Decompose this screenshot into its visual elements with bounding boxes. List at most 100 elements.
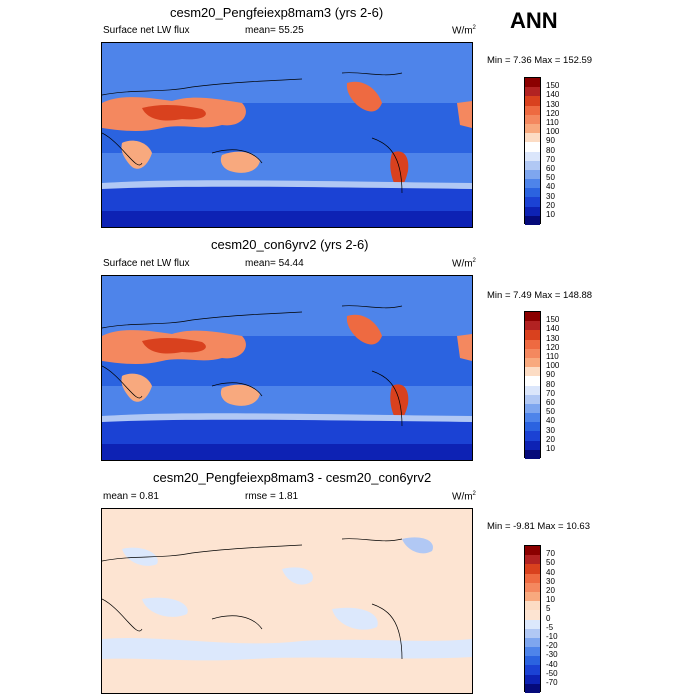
colorbar-tick-label: 100 bbox=[546, 361, 560, 371]
colorbar-swatch bbox=[525, 449, 540, 459]
colorbar-swatch bbox=[525, 394, 540, 404]
colorbar-tick-label: 70 bbox=[546, 549, 555, 559]
colorbar-swatch bbox=[525, 169, 540, 180]
colorbar-tick-label: 110 bbox=[546, 352, 559, 361]
colorbar-swatch bbox=[525, 674, 540, 684]
panel2-variable-label: Surface net LW flux bbox=[103, 258, 190, 269]
colorbar-swatch bbox=[525, 105, 540, 115]
panel2-colorbar: 150 140 130 120 110 100 90 80 70 60 50 40 30 20 10 bbox=[524, 311, 559, 459]
colorbar-tick-label: 30 bbox=[546, 576, 555, 586]
colorbar-tick-label: 140 bbox=[546, 324, 560, 334]
colorbar-tick-label: 90 bbox=[546, 136, 555, 146]
colorbar-tick-label: 50 bbox=[546, 407, 555, 417]
colorbar-tick-label: -40 bbox=[546, 659, 558, 669]
colorbar-swatch bbox=[525, 348, 540, 358]
colorbar-swatch bbox=[525, 573, 540, 583]
colorbar-tick-label: 20 bbox=[546, 586, 555, 595]
colorbar-swatch bbox=[525, 546, 540, 556]
colorbar-tick-label: 100 bbox=[546, 127, 560, 137]
colorbar-tick-label: 80 bbox=[546, 145, 555, 155]
colorbar-swatch bbox=[525, 133, 540, 143]
colorbar-swatch bbox=[525, 142, 540, 152]
colorbar-tick-label: 140 bbox=[546, 90, 560, 100]
colorbar-tick-label: 5 bbox=[546, 604, 551, 614]
colorbar-swatch bbox=[525, 206, 540, 216]
colorbar-tick-label: -30 bbox=[546, 650, 558, 660]
panel2-title: cesm20_con6yrv2 (yrs 2-6) bbox=[211, 237, 369, 252]
colorbar-tick-label: 120 bbox=[546, 108, 560, 118]
colorbar-swatch bbox=[525, 78, 540, 88]
panel1-title: cesm20_Pengfeiexp8mam3 (yrs 2-6) bbox=[170, 5, 384, 20]
panel1-map-svg bbox=[102, 43, 472, 227]
colorbar-swatch bbox=[525, 123, 540, 134]
colorbar-swatch bbox=[525, 647, 540, 657]
colorbar-tick-label: 30 bbox=[546, 425, 555, 435]
colorbar-swatch bbox=[525, 431, 540, 441]
colorbar-swatch bbox=[525, 422, 540, 432]
colorbar-swatch bbox=[525, 683, 540, 693]
colorbar-tick-label: -70 bbox=[546, 678, 558, 687]
colorbar-tick-label: 110 bbox=[546, 118, 559, 127]
colorbar-swatch bbox=[525, 87, 540, 97]
panel2-units: W/m2 bbox=[452, 258, 476, 270]
colorbar-tick-label: 10 bbox=[546, 210, 555, 219]
colorbar-swatch bbox=[525, 151, 540, 161]
colorbar-swatch bbox=[525, 312, 540, 322]
colorbar-tick-label: 80 bbox=[546, 379, 555, 389]
colorbar-swatch bbox=[525, 96, 540, 106]
colorbar-tick-label: 90 bbox=[546, 370, 555, 380]
panel2-map-svg bbox=[102, 276, 472, 460]
colorbar-swatch bbox=[525, 385, 540, 395]
colorbar-swatch bbox=[525, 197, 540, 207]
colorbar-swatch bbox=[525, 601, 540, 611]
colorbar-tick-label: 120 bbox=[546, 342, 560, 352]
colorbar-swatch bbox=[525, 619, 540, 629]
colorbar-swatch bbox=[525, 339, 540, 349]
colorbar-swatch bbox=[525, 413, 540, 423]
panel3-colorbar: 70 50 40 30 20 10 5 0 -5 -10 -20 -30 -40 -50 -70 bbox=[524, 545, 558, 693]
season-label: ANN bbox=[510, 8, 558, 33]
colorbar-swatch bbox=[525, 610, 540, 620]
panel3-rmse-label: rmse = 1.81 bbox=[245, 491, 299, 502]
colorbar-swatch bbox=[525, 357, 540, 368]
colorbar-tick-label: 40 bbox=[546, 182, 555, 192]
panel1-map bbox=[101, 42, 473, 228]
colorbar-tick-label: -5 bbox=[546, 622, 554, 632]
colorbar-swatch bbox=[525, 114, 540, 124]
colorbar-tick-label: 20 bbox=[546, 200, 555, 210]
colorbar-swatch bbox=[525, 376, 540, 386]
colorbar-swatch bbox=[525, 367, 540, 377]
panel1-colorbar: 150 140 130 120 110 100 90 80 70 60 50 40 30 20 10 bbox=[524, 77, 559, 225]
colorbar-tick-label: 50 bbox=[546, 558, 555, 568]
colorbar-swatch bbox=[525, 555, 540, 565]
panel1-variable-label: Surface net LW flux bbox=[103, 25, 190, 36]
colorbar-tick-label: 70 bbox=[546, 388, 555, 398]
colorbar-tick-label: -20 bbox=[546, 641, 558, 651]
panel3-title: cesm20_Pengfeiexp8mam3 - cesm20_con6yrv2 bbox=[153, 470, 432, 485]
panel1-mean-label: mean= 55.25 bbox=[245, 25, 304, 36]
colorbar-tick-label: 60 bbox=[546, 398, 555, 407]
colorbar-tick-label: 60 bbox=[546, 164, 555, 173]
colorbar-swatch bbox=[525, 160, 540, 170]
colorbar-tick-label: -10 bbox=[546, 632, 558, 641]
colorbar-tick-label: -50 bbox=[546, 668, 558, 678]
panel2-mean-label: mean= 54.44 bbox=[245, 258, 304, 269]
panel3-map bbox=[101, 508, 473, 694]
colorbar-swatch bbox=[525, 582, 540, 592]
colorbar-swatch bbox=[525, 215, 540, 225]
colorbar-swatch bbox=[525, 656, 540, 666]
panel3-map-svg bbox=[102, 509, 472, 693]
colorbar-tick-label: 40 bbox=[546, 416, 555, 426]
panel3-units: W/m2 bbox=[452, 491, 476, 503]
colorbar-tick-label: 10 bbox=[546, 595, 555, 605]
colorbar-swatch bbox=[525, 637, 540, 648]
colorbar-swatch bbox=[525, 330, 540, 340]
colorbar-tick-label: 130 bbox=[546, 333, 560, 343]
colorbar-swatch bbox=[525, 665, 540, 675]
colorbar-swatch bbox=[525, 628, 540, 638]
panel1-units: W/m2 bbox=[452, 25, 476, 37]
colorbar-tick-label: 0 bbox=[546, 613, 551, 623]
colorbar-tick-label: 10 bbox=[546, 444, 555, 453]
colorbar-tick-label: 70 bbox=[546, 154, 555, 164]
panel1-minmax: Min = 7.36 Max = 152.59 bbox=[487, 55, 593, 66]
